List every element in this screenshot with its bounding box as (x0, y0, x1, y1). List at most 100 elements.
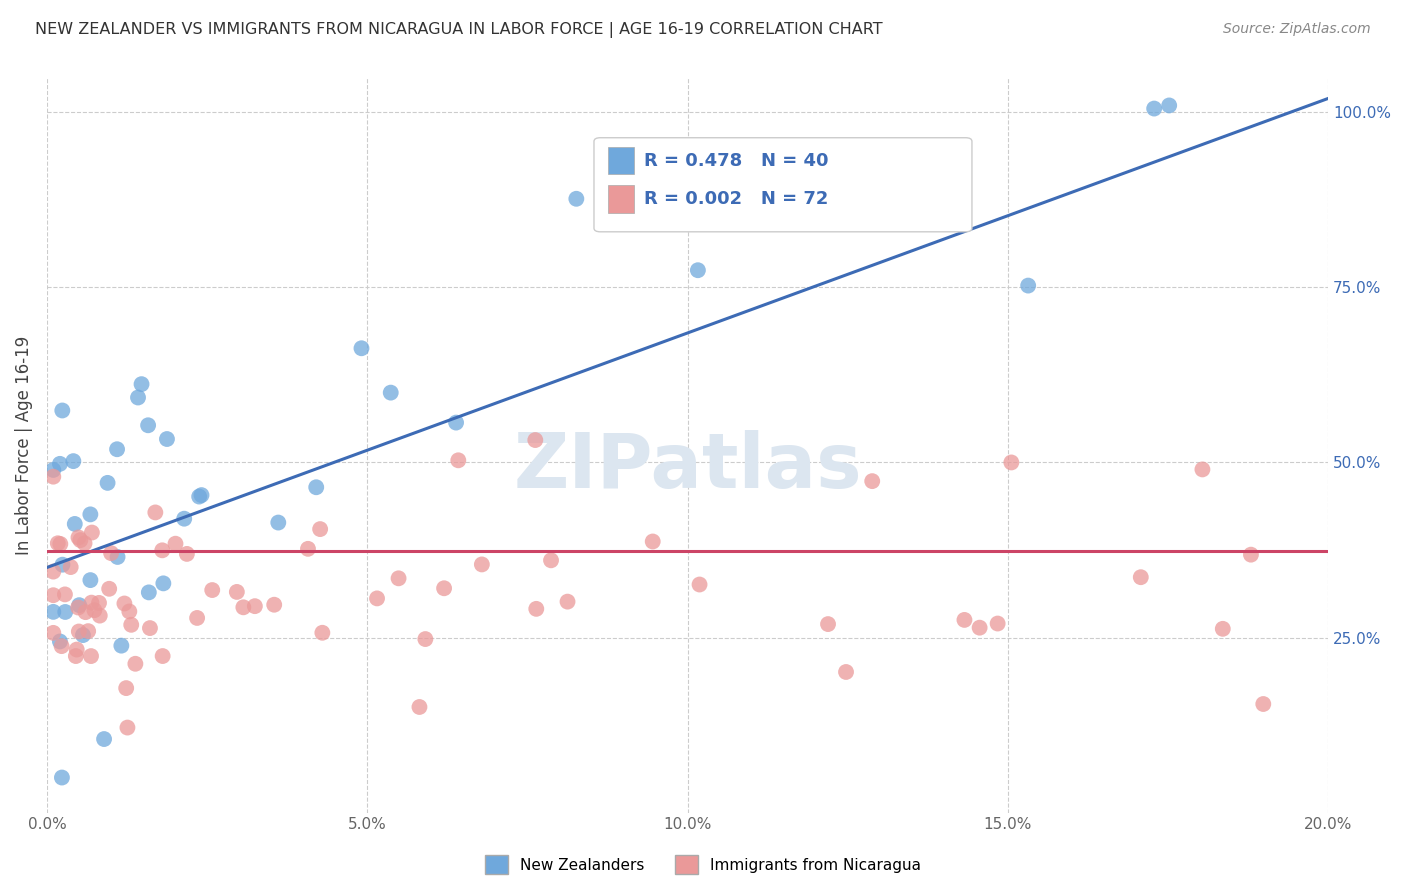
Y-axis label: In Labor Force | Age 16-19: In Labor Force | Age 16-19 (15, 335, 32, 555)
Point (447, 453, 470, 467)
Point (176, 547, 198, 561)
Point (1129, 570, 1152, 584)
Point (138, 585, 160, 599)
Point (120, 617, 142, 632)
Point (150, 543, 173, 558)
Point (232, 600, 254, 615)
Point (139, 621, 162, 635)
Point (136, 418, 159, 433)
Point (905, 171, 928, 186)
Point (49, 457, 72, 471)
Point (524, 602, 547, 616)
Text: R = 0.002   N = 72: R = 0.002 N = 72 (644, 191, 828, 209)
Point (83, 603, 105, 617)
Point (415, 632, 437, 646)
Point (59, 560, 82, 574)
Point (131, 377, 153, 392)
Point (243, 599, 266, 614)
Point (72, 628, 94, 642)
Point (263, 598, 285, 612)
Point (67, 531, 90, 545)
Point (1143, 102, 1166, 116)
Point (53, 587, 76, 601)
Point (433, 581, 456, 595)
Point (49, 634, 72, 648)
Point (186, 611, 208, 625)
Legend: New Zealanders, Immigrants from Nicaragua: New Zealanders, Immigrants from Nicaragu… (479, 849, 927, 880)
Point (1159, 98, 1181, 112)
Point (1191, 462, 1213, 476)
Point (350, 341, 373, 355)
Point (152, 648, 174, 663)
Point (689, 577, 711, 591)
Point (837, 154, 859, 169)
Point (387, 571, 409, 585)
Bar (607, 186, 634, 213)
Point (117, 721, 139, 735)
Text: NEW ZEALANDER VS IMMIGRANTS FROM NICARAGUA IN LABOR FORCE | AGE 16-19 CORRELATIO: NEW ZEALANDER VS IMMIGRANTS FROM NICARAG… (35, 22, 883, 38)
Point (75, 605, 97, 619)
Point (408, 700, 430, 714)
Point (97, 475, 120, 490)
Point (1000, 455, 1022, 469)
Point (69, 533, 91, 548)
Point (42, 463, 65, 477)
Point (557, 594, 579, 608)
Text: ZIPatlas: ZIPatlas (513, 430, 862, 504)
Point (817, 617, 839, 632)
Point (118, 604, 141, 618)
Point (93, 732, 115, 747)
Point (42, 588, 65, 602)
Point (127, 391, 149, 405)
Point (46, 536, 69, 550)
Point (42, 605, 65, 619)
Point (188, 490, 211, 504)
Point (540, 553, 562, 567)
Point (305, 480, 328, 494)
Point (67, 624, 90, 639)
Point (1017, 278, 1039, 293)
Point (835, 665, 858, 679)
Point (105, 442, 128, 457)
Point (79, 508, 101, 522)
Point (969, 621, 991, 635)
Point (953, 613, 976, 627)
Point (49, 537, 72, 551)
Point (156, 432, 179, 446)
Point (686, 263, 709, 277)
Point (80, 649, 103, 664)
Point (124, 657, 146, 671)
Point (42, 565, 65, 579)
Point (80, 525, 103, 540)
Point (65, 648, 87, 663)
Point (524, 433, 547, 447)
Point (67, 598, 90, 612)
Bar (607, 146, 634, 175)
Point (1251, 697, 1274, 711)
Point (79, 573, 101, 587)
Text: Source: ZipAtlas.com: Source: ZipAtlas.com (1223, 22, 1371, 37)
Point (471, 558, 494, 572)
Point (51, 558, 73, 572)
Point (110, 639, 132, 653)
Point (366, 591, 388, 606)
Point (62, 454, 84, 468)
Point (112, 597, 135, 611)
Point (107, 549, 129, 564)
Point (380, 385, 402, 400)
Point (190, 488, 212, 502)
Point (80, 596, 103, 610)
Point (98, 582, 121, 596)
Point (115, 681, 138, 695)
Point (987, 616, 1010, 631)
Point (77, 624, 100, 639)
Point (87, 596, 110, 610)
Point (67, 600, 90, 615)
Point (63, 516, 86, 531)
Point (89, 608, 111, 623)
Point (297, 541, 319, 556)
Text: R = 0.478   N = 40: R = 0.478 N = 40 (644, 152, 828, 169)
Point (641, 534, 664, 549)
Point (42, 626, 65, 640)
Point (1240, 548, 1263, 562)
